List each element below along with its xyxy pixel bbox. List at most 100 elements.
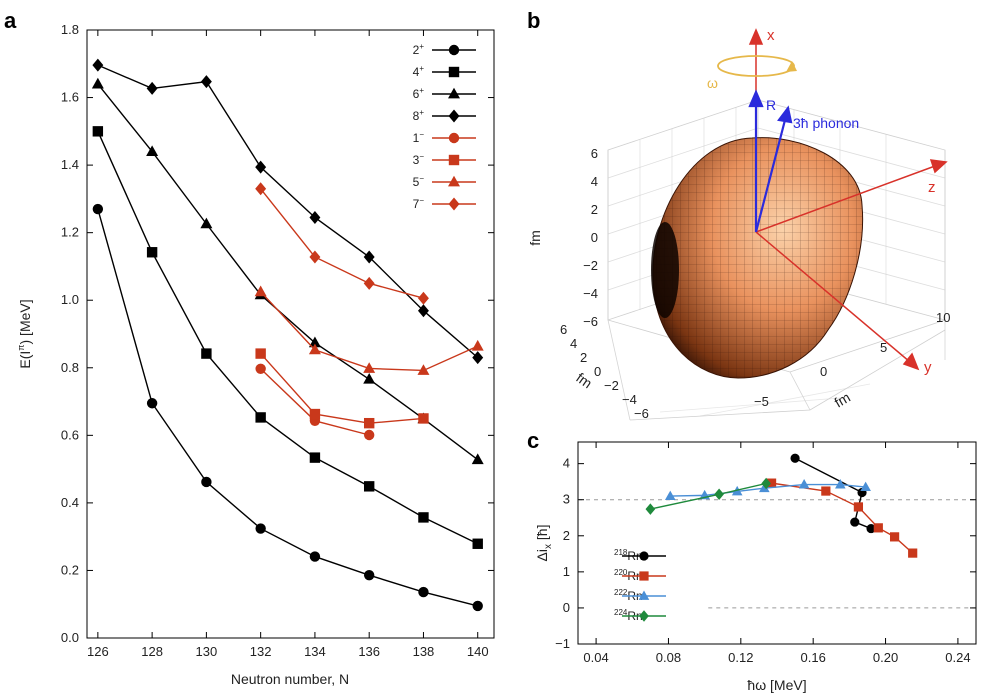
data-point <box>255 160 267 174</box>
data-point <box>201 348 212 359</box>
legend-label: 3− <box>413 152 425 167</box>
panel-b-diagram: x z y ω R 3ħ phonon 6 4 2 0 −2 −4 −6 6 4… <box>527 27 950 421</box>
data-point <box>146 247 158 258</box>
data-point <box>766 478 777 488</box>
x-tick-label: 0.08 <box>656 650 681 665</box>
data-point <box>417 304 429 318</box>
x-tick-label: 126 <box>87 644 109 659</box>
legend-entry-1: 220Rn <box>614 568 666 583</box>
x-axis-arrowhead <box>748 28 764 45</box>
series-line <box>97 131 479 545</box>
x-tick-label: 128 <box>141 644 163 659</box>
x-tick-label: 138 <box>413 644 435 659</box>
b-rtick-0: −5 <box>754 394 769 409</box>
legend-entry-2: 6+ <box>413 86 476 101</box>
y-tick-label: 1.8 <box>61 22 79 37</box>
b-ltick-2: 2 <box>580 350 587 365</box>
series-line <box>260 188 424 299</box>
panel-a-ticks: 126 128 130 132 134 136 138 1400.00.20.40.60.81… <box>61 22 494 659</box>
b-rtick-3: 10 <box>936 310 950 325</box>
legend-label: 7− <box>413 196 425 211</box>
b-vtick-2: 2 <box>591 202 598 217</box>
series-6 <box>254 285 484 375</box>
legend-label-sup: 220 <box>614 568 628 577</box>
data-point <box>255 363 266 374</box>
y-tick-label: 4 <box>563 456 570 471</box>
data-point <box>255 412 266 423</box>
b-vtick-6: −6 <box>583 314 598 329</box>
y-tick-label: −1 <box>555 636 570 651</box>
y-tick-label: 0.8 <box>61 360 79 375</box>
legend-label-main: 1 <box>413 131 420 145</box>
phonon-vector-arrowhead <box>777 105 793 124</box>
y-tick-label: 0.0 <box>61 630 79 645</box>
legend-entry-2: 222Rn <box>614 588 666 603</box>
panel-label-b: b <box>527 8 540 33</box>
z-axis-label: z <box>928 179 936 196</box>
b-fm-label-right: fm <box>832 389 853 411</box>
legend-label-sup: + <box>419 64 424 73</box>
x-tick-label: 130 <box>196 644 218 659</box>
panel-c-ylabel-tail: [ħ] <box>534 525 550 544</box>
x-tick-label: 0.12 <box>728 650 753 665</box>
legend-label-main: 7 <box>413 197 420 211</box>
data-point <box>146 145 159 157</box>
y-tick-label: 3 <box>563 492 570 507</box>
legend-marker <box>448 66 460 78</box>
data-point <box>92 203 104 215</box>
series-3 <box>92 58 484 365</box>
panel-c-chart: 0.04 0.08 0.12 0.16 0.20 0.24 −1 0 1 2 3 4 218Rn 220… <box>534 441 977 693</box>
b-fm-label-vertical: fm <box>527 230 543 246</box>
data-point <box>363 429 375 441</box>
legend-label-sup: − <box>419 174 424 183</box>
y-tick-label: 1.0 <box>61 292 79 307</box>
panel-c-ylabel-main: Δi <box>534 549 550 561</box>
legend-entry-7: 7− <box>413 196 476 211</box>
y-axis-label: y <box>924 359 932 376</box>
data-point <box>417 364 430 375</box>
data-point <box>308 336 321 348</box>
y-tick-label: 1.2 <box>61 225 79 240</box>
data-point <box>418 512 429 523</box>
legend-marker <box>448 44 460 56</box>
data-point <box>714 488 724 501</box>
b-ltick-4: −2 <box>604 378 619 393</box>
R-vector-label: R <box>766 97 776 113</box>
R-vector-arrowhead <box>748 89 764 108</box>
data-point <box>363 569 375 581</box>
legend-marker <box>448 154 460 166</box>
legend-marker <box>638 590 650 600</box>
panel-c-ylabel-sub: x <box>543 544 554 549</box>
data-point <box>363 362 376 373</box>
legend-label-sup: + <box>419 108 424 117</box>
panel-label-a: a <box>4 8 17 33</box>
legend-marker <box>448 109 460 123</box>
series-4 <box>255 363 375 441</box>
data-point <box>759 482 770 493</box>
series-5 <box>255 348 429 429</box>
legend-label-sup: − <box>419 196 424 205</box>
panel-c-legend: 218Rn 220Rn 222Rn 224Rn <box>614 548 666 623</box>
b-fm-label-left: fm <box>573 369 595 391</box>
legend-marker <box>448 197 460 211</box>
data-point <box>363 276 375 290</box>
series-0 <box>790 453 876 534</box>
data-point <box>201 476 212 488</box>
y-axis-arrowhead <box>902 352 920 371</box>
legend-label: 6+ <box>413 86 425 101</box>
phonon-vector-line <box>754 119 787 233</box>
data-point <box>254 285 267 297</box>
data-point <box>363 481 375 492</box>
data-point <box>417 291 429 305</box>
legend-label-sup: 222 <box>614 588 628 597</box>
data-point <box>308 343 321 355</box>
data-point <box>471 339 484 351</box>
data-point <box>761 477 771 490</box>
data-point <box>146 398 158 409</box>
legend-label: 1− <box>413 130 425 145</box>
panel-a-series <box>91 58 484 612</box>
panel-c-reference-lines <box>578 499 976 609</box>
legend-label-sup: 218 <box>614 548 628 557</box>
data-point <box>790 453 800 463</box>
